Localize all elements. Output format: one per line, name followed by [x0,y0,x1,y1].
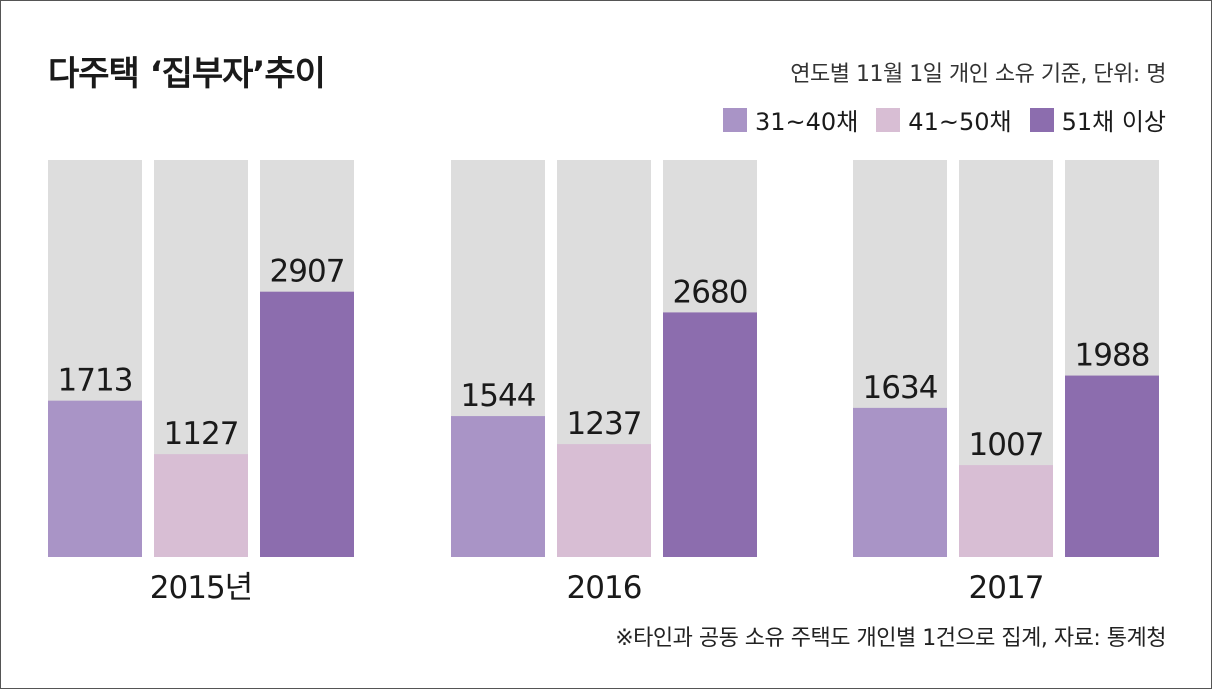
value-label-2017-41-50: 1007 [969,427,1044,463]
legend-label-51-plus: 51채 이상 [1061,108,1166,136]
chart-subtitle: 연도별 11월 1일 개인 소유 기준, 단위: 명 [790,62,1166,87]
bar-2015년-51-plus [260,291,354,557]
value-label-2015년-41-50: 1127 [164,416,239,452]
category-label-2: 2017 [969,570,1044,606]
legend-label-31-40: 31~40채 [755,108,859,136]
value-label-2015년-31-40: 1713 [58,363,133,399]
legend-swatch-41-50 [876,107,901,132]
bar-2017-31-40 [853,407,947,557]
bar-2017-41-50 [959,465,1053,557]
category-label-1: 2016 [567,570,642,606]
value-label-2016-31-40: 1544 [461,378,536,414]
bar-2016-31-40 [451,416,545,557]
value-label-2016-51-plus: 2680 [673,274,748,310]
bar-2016-41-50 [557,444,651,557]
legend-swatch-31-40 [723,107,748,132]
legend-label-41-50: 41~50채 [908,108,1012,136]
legend-item-31-40: 31~40채 [723,102,858,137]
bar-2015년-31-40 [48,400,142,557]
bar-2016-51-plus [663,312,757,557]
legend-swatch-51-plus [1029,107,1054,132]
source-note: ※타인과 공동 소유 주택도 개인별 1건으로 집계, 자료: 통계청 [615,626,1166,651]
value-label-2017-51-plus: 1988 [1075,338,1150,374]
value-label-2015년-51-plus: 2907 [270,254,345,290]
legend-item-41-50: 41~50채 [876,102,1012,137]
chart-title: 다주택 ‘집부자’추이 [48,54,326,94]
legend: 31~40채 41~50채 51채 이상 [723,102,1166,137]
category-label-0: 2015년 [150,570,252,606]
value-label-2017-31-40: 1634 [863,370,938,406]
legend-item-51-plus: 51채 이상 [1029,102,1166,137]
bar-2017-51-plus [1065,375,1159,557]
bar-2015년-41-50 [154,454,248,557]
value-label-2016-41-50: 1237 [567,406,642,442]
